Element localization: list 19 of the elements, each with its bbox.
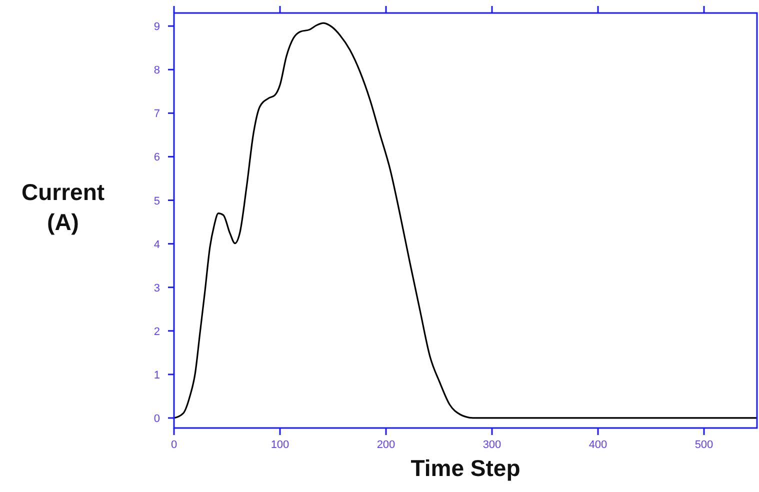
y-tick-label: 1 xyxy=(154,369,160,382)
x-tick-label: 100 xyxy=(270,439,290,451)
x-tick-label: 400 xyxy=(588,439,608,451)
x-tick-label: 200 xyxy=(376,439,396,451)
y-tick-label: 8 xyxy=(154,64,160,77)
line-series xyxy=(173,22,758,419)
y-tick-label: 3 xyxy=(154,282,160,294)
y-tick-label: 9 xyxy=(154,21,160,34)
y-tick-label: 4 xyxy=(154,238,160,251)
y-axis-title: Current (A) xyxy=(21,179,105,235)
y-tick-label: 2 xyxy=(154,326,160,338)
x-tick-label: 0 xyxy=(170,439,178,451)
y-tick-label: 7 xyxy=(154,108,160,120)
y-tick-label: 0 xyxy=(154,412,160,425)
y-tick-label: 6 xyxy=(154,152,160,164)
x-tick-label: 300 xyxy=(482,439,502,451)
x-axis-title: Time Step xyxy=(410,455,520,481)
y-tick-label: 5 xyxy=(154,195,160,208)
x-tick-label: 500 xyxy=(694,439,714,451)
